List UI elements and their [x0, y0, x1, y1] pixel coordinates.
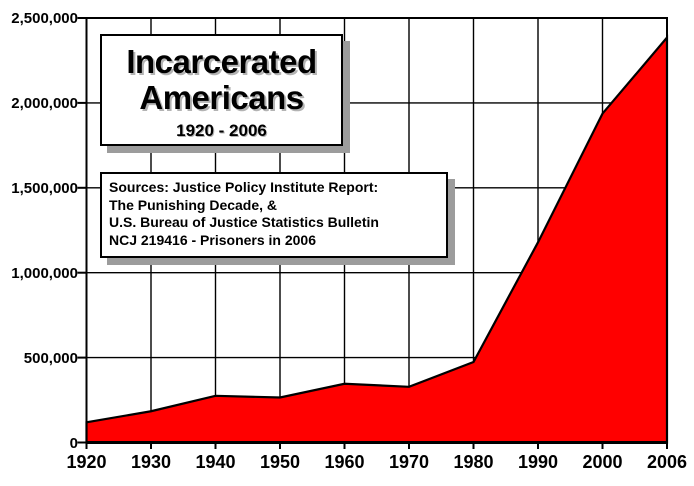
x-axis-tick-label: 1990: [517, 452, 559, 472]
y-axis-tick-label: 2,500,000: [11, 10, 78, 27]
x-axis-tick-label: 1950: [259, 452, 301, 472]
x-axis-tick-label: 1960: [324, 452, 365, 472]
x-axis-tick-label: 1920: [66, 452, 107, 472]
x-axis-tick-label: 2000: [582, 452, 623, 472]
plot-border: [85, 17, 668, 444]
chart-title-box: Incarcerated Americans 1920 - 2006: [100, 34, 343, 146]
source-line-1: Sources: Justice Policy Institute Report…: [109, 179, 379, 195]
y-axis-tick-label: 500,000: [23, 349, 78, 367]
y-axis-tick-label: 2,000,000: [11, 94, 78, 112]
x-axis-tick-label: 1980: [453, 452, 494, 472]
x-axis-tick-label: 1970: [388, 452, 430, 472]
sources-note-box: Sources: Justice Policy Institute Report…: [100, 172, 448, 258]
y-axis-tick-label: 1,500,000: [11, 179, 78, 197]
source-line-4: NCJ 219416 - Prisoners in 2006: [109, 231, 317, 248]
x-axis-tick-label: 2006: [646, 452, 688, 472]
chart-period-subtitle: 1920 - 2006: [176, 121, 267, 140]
y-axis-tick-label: 0: [69, 434, 78, 452]
source-line-2: The Punishing Decade, &: [109, 196, 278, 213]
source-line-3: U.S. Bureau of Justice Statistics Bullet…: [109, 214, 379, 230]
x-axis-tick-label: 1940: [195, 452, 236, 472]
axis-tick-marks: [77, 17, 668, 449]
y-axis-tick-label: 1,000,000: [11, 264, 78, 282]
x-axis-tick-label: 1930: [130, 452, 172, 472]
chart-title: Incarcerated Americans: [126, 43, 317, 116]
